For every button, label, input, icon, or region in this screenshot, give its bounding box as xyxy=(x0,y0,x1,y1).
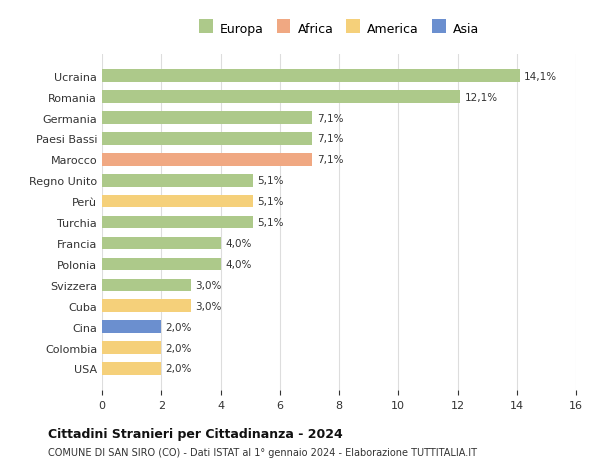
Bar xyxy=(102,174,253,187)
Text: 14,1%: 14,1% xyxy=(524,72,557,82)
Text: 2,0%: 2,0% xyxy=(166,322,192,332)
Bar xyxy=(102,300,191,312)
Text: 3,0%: 3,0% xyxy=(196,301,221,311)
Bar xyxy=(102,91,460,104)
Bar xyxy=(102,154,313,166)
Text: 2,0%: 2,0% xyxy=(166,343,192,353)
Text: 7,1%: 7,1% xyxy=(317,113,343,123)
Text: COMUNE DI SAN SIRO (CO) - Dati ISTAT al 1° gennaio 2024 - Elaborazione TUTTITALI: COMUNE DI SAN SIRO (CO) - Dati ISTAT al … xyxy=(48,448,477,458)
Text: 4,0%: 4,0% xyxy=(225,239,251,248)
Text: 7,1%: 7,1% xyxy=(317,155,343,165)
Bar xyxy=(102,279,191,291)
Bar xyxy=(102,341,161,354)
Text: 2,0%: 2,0% xyxy=(166,364,192,374)
Text: 5,1%: 5,1% xyxy=(257,197,284,207)
Bar xyxy=(102,237,221,250)
Text: Cittadini Stranieri per Cittadinanza - 2024: Cittadini Stranieri per Cittadinanza - 2… xyxy=(48,427,343,440)
Text: 4,0%: 4,0% xyxy=(225,259,251,269)
Bar xyxy=(102,363,161,375)
Bar xyxy=(102,216,253,229)
Bar xyxy=(102,196,253,208)
Text: 3,0%: 3,0% xyxy=(196,280,221,290)
Bar xyxy=(102,321,161,333)
Bar xyxy=(102,133,313,146)
Bar xyxy=(102,70,520,83)
Bar xyxy=(102,258,221,271)
Text: 5,1%: 5,1% xyxy=(257,218,284,228)
Bar xyxy=(102,112,313,124)
Text: 5,1%: 5,1% xyxy=(257,176,284,186)
Text: 12,1%: 12,1% xyxy=(465,92,498,102)
Legend: Europa, Africa, America, Asia: Europa, Africa, America, Asia xyxy=(194,18,484,41)
Text: 7,1%: 7,1% xyxy=(317,134,343,144)
